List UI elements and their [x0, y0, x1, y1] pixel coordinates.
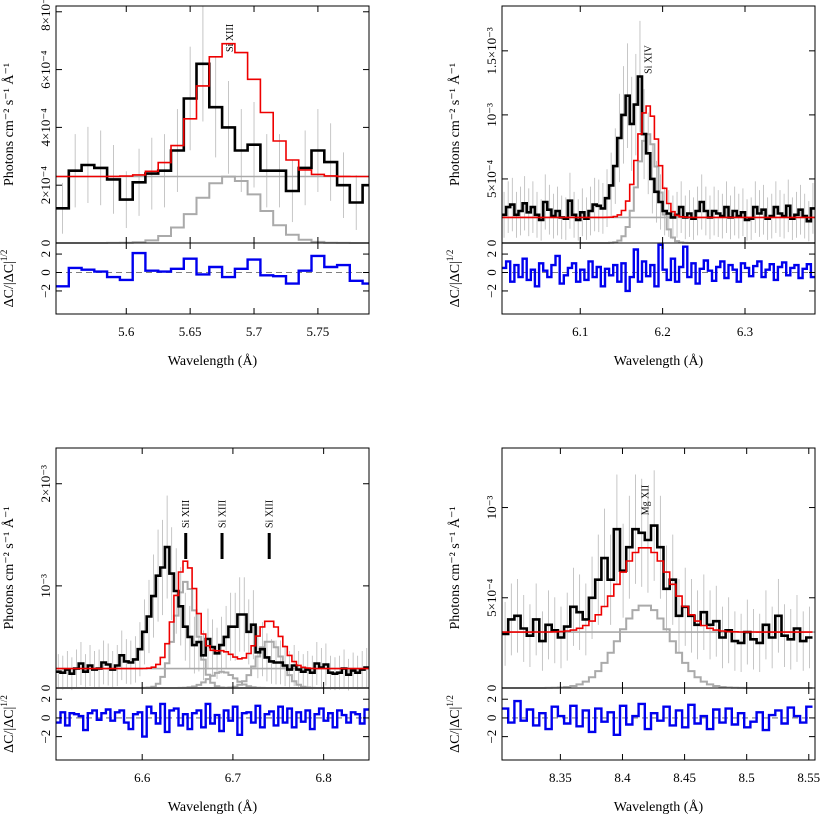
y-tick-label: 1.5×10⁻³ [484, 27, 499, 74]
residual-tick-label: 2 [484, 251, 499, 258]
residual-tick-label: 0 [38, 715, 53, 722]
x-tick-label: 5.6 [118, 324, 135, 339]
residual-frame [55, 687, 370, 761]
y-tick-label: 4×10⁻⁴ [38, 108, 53, 147]
x-tick-label: 6.3 [737, 324, 753, 339]
plot-area [502, 20, 815, 293]
y-axis-title: Photons cm⁻² s⁻¹ Å⁻¹ [1, 63, 17, 186]
model-spectrum [502, 105, 815, 219]
residual-frame [501, 242, 816, 315]
residual-tick-label: −2 [484, 284, 499, 298]
x-tick-label: 6.1 [572, 324, 588, 339]
x-tick-label: 6.8 [316, 770, 332, 785]
x-tick-label: 8.35 [549, 770, 572, 785]
spectrum-panel: Si XIII 5.6 5.65 5.7 5.75 0 2×10⁻⁴ 4×10⁻⁴ 6×10⁻⁴… [0, 0, 370, 369]
x-tick-label: 8.5 [739, 770, 755, 785]
y-tick-label: 10⁻³ [38, 574, 53, 598]
y-axis-title: Photons cm⁻² s⁻¹ Å⁻¹ [1, 506, 17, 629]
residual-tick-label: 2 [484, 696, 499, 703]
y-tick-label: 2×10⁻³ [38, 465, 53, 503]
y-tick-label: 5×10⁻⁴ [484, 578, 499, 617]
residual-spectrum [502, 243, 815, 293]
y-tick-label: 10⁻³ [484, 496, 499, 520]
residual-axis-title-exponent: 1/2 [445, 250, 455, 262]
x-tick-label: 6.7 [225, 770, 242, 785]
x-axis-title: Wavelength (Å) [168, 353, 258, 369]
residual-tick-label: −2 [38, 730, 53, 744]
residual-axis-title: ΔC/|ΔC|1/2 [445, 695, 463, 753]
y-tick-label: 8×10⁻⁴ [38, 0, 53, 31]
residual-axis-title-exponent: 1/2 [0, 695, 9, 707]
x-tick-label: 5.7 [246, 324, 263, 339]
y-tick-label: 2×10⁻⁴ [38, 166, 53, 205]
observed-spectrum [502, 524, 813, 645]
residual-tick-label: 0 [484, 269, 499, 276]
line-label: Si XIII [181, 500, 192, 528]
model-spectrum [502, 547, 813, 633]
x-tick-label: 8.45 [673, 770, 696, 785]
y-tick-label: 0 [484, 240, 499, 247]
y-tick-label: 0 [484, 685, 499, 692]
residual-spectrum [502, 699, 813, 736]
x-axis-title: Wavelength (Å) [614, 353, 704, 369]
residual-axis-title-exponent: 1/2 [0, 250, 9, 262]
residual-axis-title: ΔC/|ΔC|1/2 [0, 695, 17, 753]
spectrum-panel: Si XIII Si XIII Si XIII 6.6 6.7 6.8 0 10⁻³ 2×10⁻… [0, 447, 370, 815]
plot-area [56, 6, 369, 288]
y-axis-title: Photons cm⁻² s⁻¹ Å⁻¹ [447, 506, 463, 629]
residual-tick-label: −2 [38, 284, 53, 298]
x-tick-label: 8.4 [614, 770, 631, 785]
x-tick-label: 5.75 [307, 324, 330, 339]
plot-area [502, 470, 815, 736]
x-tick-label: 8.55 [797, 770, 820, 785]
observed-spectrum [56, 545, 369, 676]
residual-spectrum [56, 251, 369, 288]
residual-tick-label: 0 [484, 715, 499, 722]
x-tick-label: 6.6 [134, 770, 151, 785]
spectrum-frame [55, 5, 370, 244]
y-axis-title: Photons cm⁻² s⁻¹ Å⁻¹ [447, 63, 463, 186]
line-label: Si XIII [265, 500, 276, 528]
observed-spectrum [502, 75, 815, 223]
plot-area [56, 495, 369, 738]
residual-tick-label: −2 [484, 730, 499, 744]
x-axis-title: Wavelength (Å) [614, 799, 704, 815]
residual-spectrum [56, 702, 369, 738]
y-tick-label: 5×10⁻⁴ [484, 159, 499, 198]
residual-axis-title: ΔC/|ΔC|1/2 [445, 250, 463, 308]
spectrum-panel: Si XIV 6.1 6.2 6.3 0 5×10⁻⁴ 10⁻³ 1.5×10⁻³ −2 0 2 Wa… [445, 5, 816, 369]
residual-tick-label: 2 [38, 696, 53, 703]
x-tick-label: 5.65 [179, 324, 202, 339]
spectrum-frame [501, 5, 816, 244]
residual-tick-label: 0 [38, 269, 53, 276]
line-label: Mg XII [640, 485, 651, 515]
observed-spectrum [56, 62, 369, 210]
y-tick-label: 6×10⁻⁴ [38, 50, 53, 89]
line-component [56, 175, 369, 244]
y-tick-label: 0 [38, 240, 53, 247]
spectrum-panel: Mg XII 8.35 8.4 8.45 8.5 8.55 0 5×10⁻⁴ 10⁻³ −2 0 2 W… [445, 447, 820, 815]
x-tick-label: 6.2 [654, 324, 670, 339]
residual-frame [501, 687, 816, 761]
line-label: Si XIII [225, 24, 236, 52]
residual-tick-label: 2 [38, 251, 53, 258]
y-tick-label: 10⁻³ [484, 103, 499, 127]
residual-axis-title-exponent: 1/2 [445, 695, 455, 707]
model-spectrum [56, 560, 369, 670]
line-label: Si XIV [643, 45, 654, 74]
line-label: Si XIII [218, 500, 229, 528]
residual-axis-title: ΔC/|ΔC|1/2 [0, 250, 17, 308]
y-tick-label: 0 [38, 685, 53, 692]
x-axis-title: Wavelength (Å) [168, 799, 258, 815]
residual-frame [55, 242, 370, 315]
model-spectrum [56, 42, 369, 178]
